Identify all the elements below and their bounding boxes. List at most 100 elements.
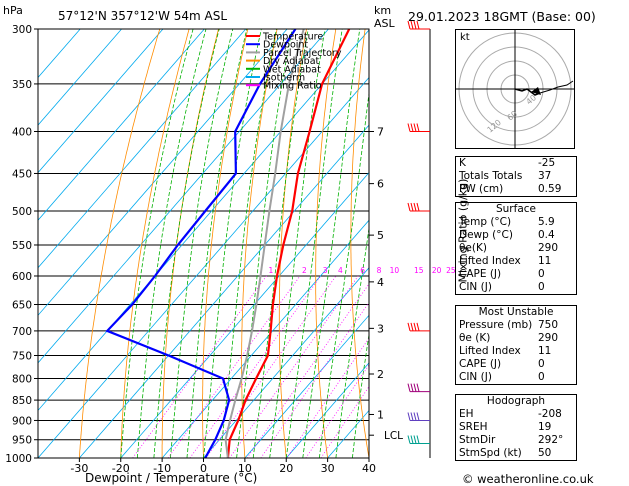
mixing-ratio-label: 3 bbox=[323, 266, 328, 275]
wind-barb-feather bbox=[410, 20, 414, 30]
pressure-tick-label: 950 bbox=[12, 435, 32, 447]
hodograph-unit: kt bbox=[460, 32, 470, 43]
dry-adiabat bbox=[241, 29, 278, 458]
surface-table: Surface Temp (°C) 5.9 Dewp (°C) 0.4 θe(K) 2… bbox=[455, 202, 577, 295]
indices-table: K -25 Totals Totals 37 PW (cm) 0.59 bbox=[455, 156, 577, 197]
row-label: Pressure (mb) bbox=[459, 319, 533, 331]
isotherm bbox=[38, 29, 369, 412]
pressure-tick-label: 700 bbox=[12, 326, 32, 338]
row-label: StmDir bbox=[459, 434, 496, 446]
k-index-label: K bbox=[459, 157, 466, 169]
pressure-tick-label: 550 bbox=[12, 240, 32, 252]
isotherm bbox=[38, 29, 288, 316]
wet-adiabat bbox=[269, 29, 326, 458]
isotherm bbox=[120, 172, 369, 458]
row-value: 0 bbox=[538, 358, 545, 370]
km-tick-label: 2 bbox=[377, 368, 384, 381]
totals-totals-label: Totals Totals bbox=[459, 170, 523, 182]
table-row: Dewp (°C) 0.4 bbox=[456, 229, 576, 242]
row-value: 19 bbox=[538, 421, 552, 433]
isotherm bbox=[38, 29, 164, 174]
row-label: Temp (°C) bbox=[459, 216, 512, 228]
pressure-tick-label: 900 bbox=[12, 415, 32, 427]
row-value: 5.9 bbox=[538, 216, 555, 228]
wind-barb-feather bbox=[410, 322, 414, 332]
totals-totals-row: Totals Totals 37 bbox=[456, 170, 576, 183]
row-label: θe(K) bbox=[459, 242, 487, 254]
row-value: 11 bbox=[538, 255, 552, 267]
wind-barb-feather bbox=[410, 123, 414, 132]
wet-adiabat bbox=[170, 29, 234, 458]
row-label: CAPE (J) bbox=[459, 268, 502, 280]
pressure-tick-label: 600 bbox=[12, 271, 32, 283]
pressure-tick-label: 400 bbox=[12, 127, 32, 139]
row-label: CIN (J) bbox=[459, 281, 492, 293]
wind-barb-feather bbox=[407, 123, 411, 132]
km-tick-label: 4 bbox=[377, 276, 384, 289]
wind-barb-icon bbox=[407, 383, 430, 393]
asl-axis-label: ASL bbox=[374, 17, 395, 30]
row-label: Lifted Index bbox=[459, 345, 521, 357]
isotherm bbox=[203, 267, 369, 458]
location-label: 57°12'N 357°12'W 54m ASL bbox=[58, 9, 228, 23]
mixing-ratio-line bbox=[229, 275, 359, 458]
wet-adiabat bbox=[120, 29, 194, 458]
table-row: CAPE (J) 0 bbox=[456, 358, 576, 371]
wind-barb-feather bbox=[416, 435, 420, 444]
wind-barb-icon bbox=[407, 435, 430, 444]
wet-adiabat bbox=[352, 332, 369, 458]
pw-row: PW (cm) 0.59 bbox=[456, 183, 576, 196]
dry-adiabat bbox=[79, 29, 161, 458]
pressure-tick-label: 850 bbox=[12, 395, 32, 407]
row-value: 0 bbox=[538, 371, 545, 383]
pressure-tick-label: 300 bbox=[12, 24, 32, 36]
wet-adiabat bbox=[236, 29, 293, 458]
wind-barb-feather bbox=[410, 202, 414, 212]
wind-barb-feather bbox=[410, 383, 414, 392]
k-index-row: K -25 bbox=[456, 157, 576, 170]
table-row: EH -208 bbox=[456, 408, 576, 421]
legend-label: Isotherm bbox=[263, 73, 305, 84]
pressure-tick-label: 350 bbox=[12, 79, 32, 91]
mixing-ratio-line bbox=[286, 337, 369, 458]
most-unstable-table: Most Unstable Pressure (mb) 750 θe (K) 290… bbox=[455, 305, 577, 385]
wind-barb-feather bbox=[416, 322, 420, 332]
table-row: Pressure (mb) 750 bbox=[456, 319, 576, 332]
dry-adiabat bbox=[315, 29, 337, 458]
wind-barb-icon bbox=[407, 202, 430, 212]
row-label: Dewp (°C) bbox=[459, 229, 513, 241]
km-tick-label: 5 bbox=[377, 229, 384, 242]
hodograph-table: Hodograph EH -208 SREH 19 StmDir 292° StmSp… bbox=[455, 394, 577, 461]
pw-value: 0.59 bbox=[538, 183, 562, 195]
wind-barb-feather bbox=[407, 20, 411, 30]
wind-barb-feather bbox=[413, 20, 417, 30]
row-value: 50 bbox=[538, 447, 552, 459]
row-label: θe (K) bbox=[459, 332, 491, 344]
wind-barb-feather bbox=[413, 202, 417, 212]
dry-adiabat bbox=[385, 23, 410, 458]
wind-barb-feather bbox=[407, 383, 411, 392]
storm-motion-arrow-icon bbox=[531, 87, 541, 95]
km-tick-label: 6 bbox=[377, 178, 384, 191]
row-value: 0.4 bbox=[538, 229, 555, 241]
wet-adiabat bbox=[319, 90, 369, 458]
table-row: θe(K) 290 bbox=[456, 242, 576, 255]
legend-label: Wet Adiabat bbox=[263, 64, 321, 75]
wet-adiabat bbox=[203, 29, 262, 458]
pressure-tick-label: 750 bbox=[12, 350, 32, 362]
mixing-ratio-line bbox=[205, 275, 337, 458]
row-value: 0 bbox=[538, 281, 545, 293]
dry-adiabat bbox=[278, 29, 307, 458]
table-row: Temp (°C) 5.9 bbox=[456, 216, 576, 229]
legend-label: Dewpoint bbox=[263, 40, 308, 51]
wind-barb-feather bbox=[416, 412, 420, 421]
dry-adiabat bbox=[600, 23, 629, 458]
row-label: EH bbox=[459, 408, 474, 420]
row-value: 11 bbox=[538, 345, 552, 357]
wet-adiabat bbox=[252, 29, 309, 458]
wind-barb-feather bbox=[413, 435, 417, 444]
row-label: CAPE (J) bbox=[459, 358, 502, 370]
dry-adiabat bbox=[202, 29, 249, 458]
wind-barb-icon bbox=[407, 20, 430, 30]
isotherm bbox=[38, 29, 247, 269]
